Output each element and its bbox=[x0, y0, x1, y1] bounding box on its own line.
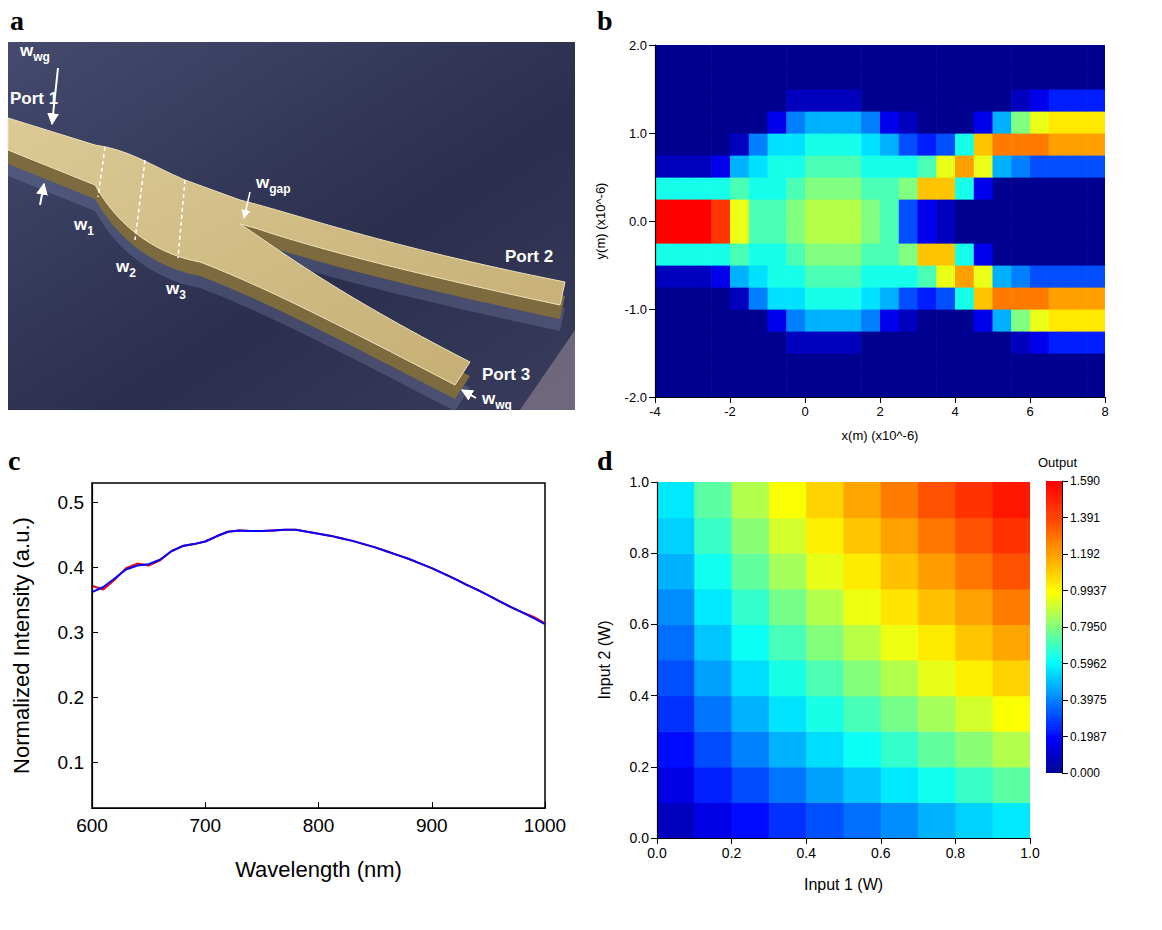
svg-text:0.2: 0.2 bbox=[630, 759, 650, 775]
svg-text:0.5962: 0.5962 bbox=[1070, 657, 1107, 671]
svg-text:0.2: 0.2 bbox=[58, 687, 84, 708]
svg-text:Input 2 (W): Input 2 (W) bbox=[596, 620, 613, 699]
svg-text:b: b bbox=[597, 5, 613, 36]
svg-text:700: 700 bbox=[189, 815, 221, 836]
svg-text:-2: -2 bbox=[724, 404, 736, 419]
svg-text:Port 2: Port 2 bbox=[505, 247, 553, 266]
svg-text:0.6: 0.6 bbox=[871, 845, 891, 861]
svg-text:y(m) (x10^-6): y(m) (x10^-6) bbox=[593, 183, 608, 260]
svg-text:0.000: 0.000 bbox=[1070, 766, 1100, 780]
svg-text:0.1: 0.1 bbox=[58, 752, 84, 773]
svg-text:0.5: 0.5 bbox=[58, 492, 84, 513]
svg-text:wwg: wwg bbox=[19, 41, 50, 64]
svg-text:800: 800 bbox=[303, 815, 335, 836]
svg-text:Port 3: Port 3 bbox=[482, 365, 530, 384]
svg-text:0.2: 0.2 bbox=[722, 845, 742, 861]
svg-text:1.0: 1.0 bbox=[630, 474, 650, 490]
svg-text:8: 8 bbox=[1101, 404, 1108, 419]
svg-text:0.0: 0.0 bbox=[629, 214, 647, 229]
svg-text:wgap: wgap bbox=[255, 173, 291, 196]
svg-text:0.6: 0.6 bbox=[630, 616, 650, 632]
svg-text:1.0: 1.0 bbox=[629, 126, 647, 141]
svg-text:0.4: 0.4 bbox=[796, 845, 816, 861]
svg-text:1.391: 1.391 bbox=[1070, 511, 1100, 525]
svg-text:6: 6 bbox=[1026, 404, 1033, 419]
svg-text:0.8: 0.8 bbox=[630, 545, 650, 561]
svg-text:Input 1 (W): Input 1 (W) bbox=[804, 876, 883, 893]
svg-text:w1: w1 bbox=[73, 215, 94, 238]
svg-text:1.0: 1.0 bbox=[1020, 845, 1040, 861]
svg-text:0.8: 0.8 bbox=[946, 845, 966, 861]
svg-text:x(m) (x10^-6): x(m) (x10^-6) bbox=[842, 428, 919, 443]
svg-text:600: 600 bbox=[76, 815, 108, 836]
svg-text:1000: 1000 bbox=[524, 815, 566, 836]
svg-text:0.3975: 0.3975 bbox=[1070, 693, 1107, 707]
svg-text:0.7950: 0.7950 bbox=[1070, 620, 1107, 634]
svg-text:-2.0: -2.0 bbox=[625, 390, 647, 405]
svg-text:0.0: 0.0 bbox=[630, 830, 650, 846]
svg-text:Output: Output bbox=[1038, 455, 1077, 470]
svg-text:c: c bbox=[8, 445, 20, 476]
svg-text:-1.0: -1.0 bbox=[625, 302, 647, 317]
svg-text:wwg: wwg bbox=[481, 389, 512, 412]
svg-text:w3: w3 bbox=[165, 279, 186, 302]
svg-text:0.4: 0.4 bbox=[58, 557, 85, 578]
svg-text:Normalized Intensity (a.u.): Normalized Intensity (a.u.) bbox=[9, 517, 34, 774]
svg-text:Wavelength (nm): Wavelength (nm) bbox=[235, 857, 402, 882]
svg-text:1.590: 1.590 bbox=[1070, 474, 1100, 488]
svg-text:0.0: 0.0 bbox=[647, 845, 667, 861]
svg-text:0.9937: 0.9937 bbox=[1070, 584, 1107, 598]
svg-text:2: 2 bbox=[876, 404, 883, 419]
svg-text:0.4: 0.4 bbox=[630, 688, 650, 704]
svg-text:0.1987: 0.1987 bbox=[1070, 730, 1107, 744]
svg-text:Port 1: Port 1 bbox=[10, 89, 58, 108]
svg-text:w2: w2 bbox=[115, 257, 136, 280]
svg-text:a: a bbox=[10, 5, 24, 36]
svg-text:d: d bbox=[597, 445, 613, 476]
svg-text:1.192: 1.192 bbox=[1070, 547, 1100, 561]
svg-text:4: 4 bbox=[951, 404, 958, 419]
svg-text:0: 0 bbox=[801, 404, 808, 419]
svg-text:2.0: 2.0 bbox=[629, 38, 647, 53]
svg-text:900: 900 bbox=[416, 815, 448, 836]
svg-text:0.3: 0.3 bbox=[58, 622, 84, 643]
svg-text:-4: -4 bbox=[649, 404, 661, 419]
